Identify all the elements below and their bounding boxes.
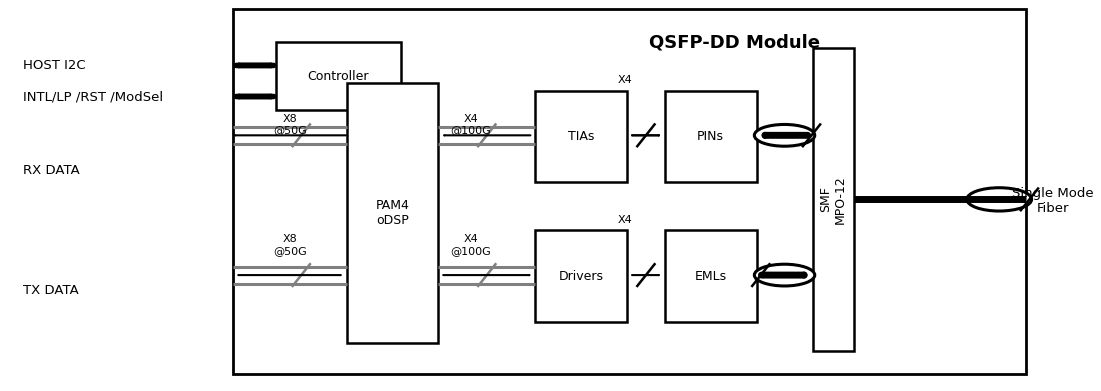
Bar [665,230,756,322]
Ellipse shape [754,124,815,146]
Text: X4: X4 [618,75,632,85]
Bar [813,48,853,351]
Bar [535,230,628,322]
Text: PINs: PINs [697,130,724,143]
Text: EMLs: EMLs [695,269,727,283]
Bar [276,42,401,110]
Text: X8
@50G: X8 @50G [274,234,307,256]
Text: Controller: Controller [308,70,369,83]
Bar [665,91,756,182]
Ellipse shape [967,188,1032,211]
Text: X4
@100G: X4 @100G [450,234,491,256]
Bar [535,91,628,182]
Text: Single Mode
Fiber: Single Mode Fiber [1012,187,1094,215]
Bar [233,9,1026,374]
Text: RX DATA: RX DATA [23,164,79,177]
Text: SMF
MPO-12: SMF MPO-12 [819,175,847,224]
Text: X8
@50G: X8 @50G [274,114,307,135]
Text: Drivers: Drivers [558,269,603,283]
Text: X4
@100G: X4 @100G [450,114,491,135]
Text: TX DATA: TX DATA [23,284,78,297]
Text: TIAs: TIAs [568,130,595,143]
Text: QSFP-DD Module: QSFP-DD Module [650,33,820,51]
Text: INTL/LP /RST /ModSel: INTL/LP /RST /ModSel [23,90,163,103]
Text: HOST I2C: HOST I2C [23,59,86,72]
Bar [347,83,438,343]
Text: X4: X4 [618,215,632,224]
Ellipse shape [754,264,815,286]
Text: PAM4
oDSP: PAM4 oDSP [375,199,410,227]
